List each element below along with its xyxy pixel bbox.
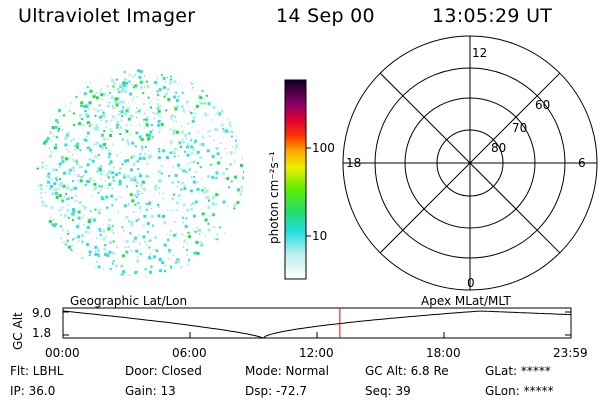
info-dsp: Dsp: -72.7 <box>245 384 308 398</box>
polar-label-6: 6 <box>578 156 586 170</box>
timeline-xticks <box>62 332 572 338</box>
info-gcalt: GC Alt: 6.8 Re <box>365 364 449 378</box>
timeline-right-title: Apex MLat/MLT <box>421 294 511 308</box>
timeline-ytick-top: 9.0 <box>32 306 52 320</box>
uv-image-disc <box>36 69 244 277</box>
info-glat: GLat: ***** <box>485 364 551 378</box>
colorbar-units: photon cm⁻²s⁻¹ <box>267 151 281 244</box>
polar-label-18: 18 <box>346 156 362 170</box>
altitude-curve <box>62 310 572 339</box>
timeline-xtick-label: 18:00 <box>426 346 461 360</box>
info-gain: Gain: 13 <box>125 384 176 398</box>
timeline-xtick-label: 06:00 <box>172 346 207 360</box>
timeline-xtick-label: 00:00 <box>45 346 80 360</box>
info-glon: GLon: ***** <box>485 384 554 398</box>
info-seq: Seq: 39 <box>365 384 411 398</box>
info-flt: Flt: LBHL <box>10 364 64 378</box>
colorbar-label-100: 100 <box>312 141 335 155</box>
polar-label-0: 0 <box>467 276 475 290</box>
polar-ring-70: 70 <box>512 121 528 135</box>
colorbar-label-10: 10 <box>312 229 328 243</box>
polar-label-12: 12 <box>472 46 488 60</box>
polar-ring-60: 60 <box>535 98 551 112</box>
timeline-xtick-label: 12:00 <box>299 346 334 360</box>
info-ip: IP: 36.0 <box>10 384 56 398</box>
timeline-xtick-label: 23:59 <box>553 346 588 360</box>
timeline-ylabel: GC Alt <box>11 312 25 350</box>
polar-grid <box>342 35 598 291</box>
info-door: Door: Closed <box>125 364 202 378</box>
timeline-left-title: Geographic Lat/Lon <box>70 294 188 308</box>
colorbar <box>284 79 307 280</box>
instrument-title: Ultraviolet Imager <box>18 5 196 27</box>
time-label: 13:05:29 UT <box>432 5 553 27</box>
date-label: 14 Sep 00 <box>276 5 375 27</box>
info-mode: Mode: Normal <box>245 364 329 378</box>
timeline-ytick-bottom: 1.8 <box>32 326 52 340</box>
polar-ring-80: 80 <box>491 141 507 155</box>
